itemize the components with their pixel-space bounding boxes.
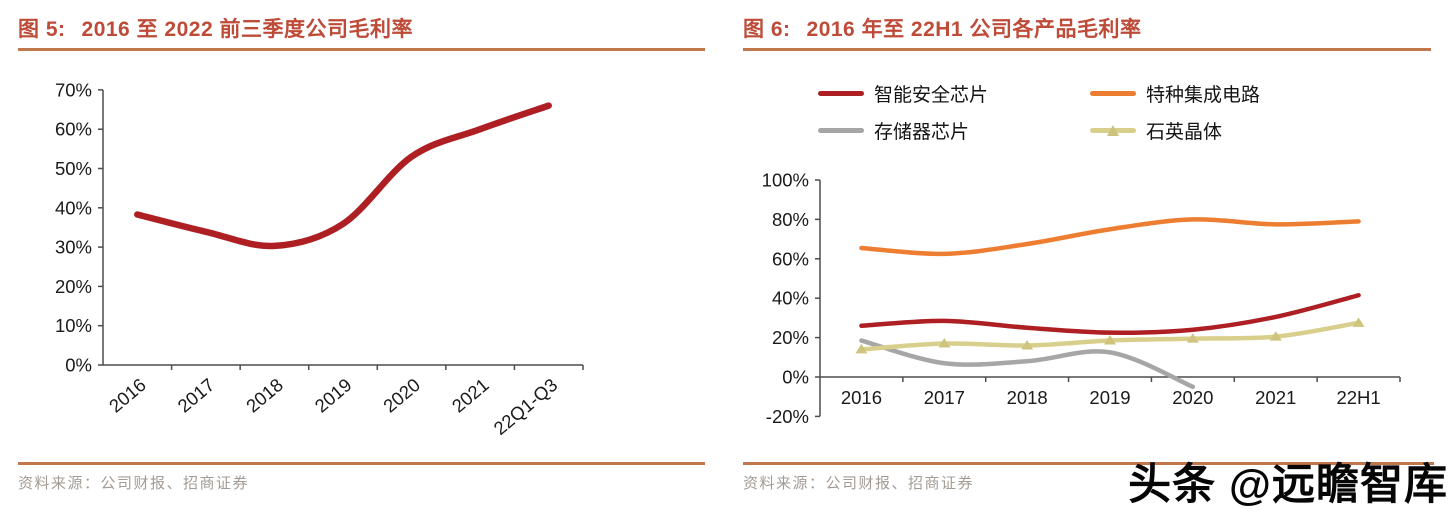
figure6-title: 图 6: 2016 年至 22H1 公司各产品毛利率 <box>743 13 1141 43</box>
figure6-source: 资料来源：公司财报、招商证券 <box>743 472 974 493</box>
figure5-source-text: 公司财报、招商证券 <box>100 475 250 492</box>
y-tick-label: 60% <box>55 119 92 140</box>
y-tick-label: 30% <box>55 237 92 258</box>
y-tick-label: 0% <box>782 367 809 388</box>
triangle-marker-icon <box>1186 333 1199 343</box>
triangle-marker-icon <box>1107 124 1119 136</box>
legend-label-memory-chip: 存储器芯片 <box>874 122 970 143</box>
x-tick-label: 2020 <box>1172 387 1213 408</box>
x-tick-label: 2019 <box>311 374 356 417</box>
legend-swatch-special-ic <box>1090 91 1136 96</box>
x-tick-label: 2017 <box>173 374 218 417</box>
y-tick-label: 50% <box>55 158 92 179</box>
x-tick-label: 2016 <box>105 374 150 417</box>
legend-label-quartz-crystal: 石英晶体 <box>1146 122 1223 143</box>
figure6-source-label: 资料来源： <box>743 475 826 492</box>
axes <box>815 179 1401 418</box>
x-tick-label: 2018 <box>1007 387 1048 408</box>
y-tick-label: 10% <box>55 315 92 336</box>
axes <box>98 89 584 370</box>
legend-item-special-ic: 特种集成电路 <box>1090 80 1260 107</box>
triangle-marker-icon <box>1104 335 1116 345</box>
x-tick-label: 2017 <box>924 387 965 408</box>
product-margin-line-chart: -20% 0% 20% 40% 60% 80% 100% 2016 2017 2018 2019 20… <box>762 170 1401 427</box>
legend-label-smart-security-chip: 智能安全芯片 <box>874 85 989 106</box>
figure5-label: 图 5: <box>18 18 66 41</box>
triangle-marker-icon <box>855 343 868 354</box>
figure6-title-rule <box>743 48 1431 51</box>
figure5-footer-rule <box>18 462 705 465</box>
y-tick-label: 40% <box>772 288 809 309</box>
figure6-source-text: 公司财报、招商证券 <box>825 475 975 492</box>
figure5-source: 资料来源：公司财报、招商证券 <box>18 472 249 493</box>
x-tick-label: 2021 <box>1255 387 1296 408</box>
figure5-title: 图 5: 2016 至 2022 前三季度公司毛利率 <box>18 13 413 43</box>
y-tick-label: 20% <box>55 276 92 297</box>
legend-swatch-smart-security-chip <box>818 91 864 96</box>
x-tick-label: 2020 <box>379 374 424 417</box>
series-line-特种集成电路 <box>859 217 1361 257</box>
figure5-source-label: 资料来源： <box>18 475 101 492</box>
figure6-footer-rule <box>743 462 1434 465</box>
legend-item-quartz-crystal: 石英晶体 <box>1090 117 1222 144</box>
triangle-marker-icon <box>1021 339 1034 350</box>
figure6-label: 图 6: <box>743 18 791 41</box>
legend-swatch-quartz-crystal <box>1090 124 1136 136</box>
triangle-marker-icon <box>938 338 951 348</box>
y-tick-label: 70% <box>55 79 92 100</box>
toutiao-watermark: 头条 @远瞻智库 <box>1128 461 1448 509</box>
triangle-marker-icon <box>1352 317 1365 327</box>
legend-label-special-ic: 特种集成电路 <box>1146 85 1261 106</box>
triangle-marker-icon <box>1269 331 1282 341</box>
y-tick-label: 20% <box>772 327 809 348</box>
x-tick-label: 2019 <box>1089 387 1130 408</box>
x-tick-label: 22Q1-Q3 <box>489 374 561 439</box>
legend-swatch-memory-chip <box>818 128 864 133</box>
y-tick-label: 0% <box>65 355 92 376</box>
legend-item-smart-security-chip: 智能安全芯片 <box>818 80 988 107</box>
x-tick-label: 2016 <box>841 387 882 408</box>
y-tick-label: -20% <box>766 406 809 427</box>
figure6-title-text: 2016 年至 22H1 公司各产品毛利率 <box>806 18 1142 41</box>
y-tick-label: 40% <box>55 197 92 218</box>
series-line-公司毛利率 <box>134 102 552 250</box>
series-line-智能安全芯片 <box>859 292 1361 335</box>
y-tick-label: 80% <box>772 209 809 230</box>
x-tick-label: 2018 <box>242 374 287 417</box>
legend-item-memory-chip: 存储器芯片 <box>818 117 969 144</box>
gross-margin-line-chart: 0% 10% 20% 30% 40% 50% 60% 70% 2016 2017 2018 2019 2… <box>55 79 584 439</box>
series-line-存储器芯片 <box>859 338 1196 390</box>
x-tick-label: 2021 <box>448 374 493 417</box>
figure5-title-rule <box>18 48 705 51</box>
y-tick-label: 60% <box>772 248 809 269</box>
y-tick-label: 100% <box>762 170 809 191</box>
figure5-title-text: 2016 至 2022 前三季度公司毛利率 <box>81 18 413 41</box>
x-tick-label: 22H1 <box>1336 387 1380 408</box>
